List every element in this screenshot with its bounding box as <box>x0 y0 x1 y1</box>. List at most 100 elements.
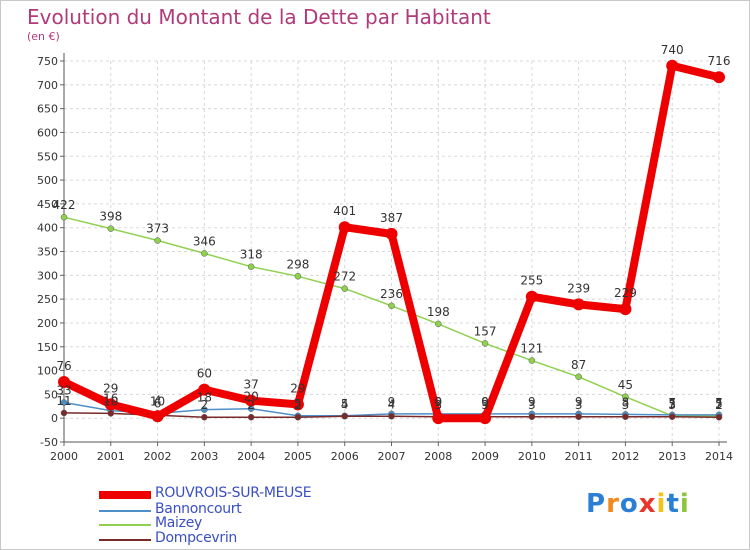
data-point <box>342 286 348 292</box>
logo-letter: x <box>639 489 657 519</box>
x-tick-label: 2010 <box>518 450 546 463</box>
data-point <box>108 410 114 416</box>
y-tick-label: 300 <box>37 269 58 282</box>
y-tick-label: -50 <box>40 436 58 449</box>
x-tick-label: 2012 <box>611 450 639 463</box>
y-tick-label: 500 <box>37 174 58 187</box>
data-point <box>295 273 301 279</box>
data-point <box>479 412 491 424</box>
data-point <box>716 414 722 420</box>
y-tick-label: 400 <box>37 222 58 235</box>
y-tick-label: 750 <box>37 55 58 68</box>
legend-swatch-dompcevrin <box>99 539 151 541</box>
y-tick-label: 600 <box>37 126 58 139</box>
logo-letter: t <box>666 489 679 519</box>
data-point <box>435 321 441 327</box>
data-point <box>529 358 535 364</box>
data-label: 373 <box>146 222 169 236</box>
legend-swatch-maizey <box>99 524 151 526</box>
data-label: 2 <box>715 398 723 412</box>
data-point <box>61 214 67 220</box>
data-point <box>248 414 254 420</box>
x-tick-label: 2006 <box>331 450 359 463</box>
logo-letter: i <box>657 489 667 519</box>
y-tick-label: 550 <box>37 150 58 163</box>
x-tick-label: 2005 <box>284 450 312 463</box>
data-point <box>619 303 631 315</box>
data-label: 346 <box>193 234 216 248</box>
data-point <box>576 414 582 420</box>
data-point <box>108 226 114 232</box>
x-tick-label: 2007 <box>378 450 406 463</box>
data-label: 401 <box>333 204 356 218</box>
data-label: 87 <box>571 358 586 372</box>
data-point <box>386 228 398 240</box>
data-point <box>61 410 67 416</box>
y-tick-label: 650 <box>37 103 58 116</box>
x-tick-label: 2003 <box>190 450 218 463</box>
data-point <box>295 414 301 420</box>
data-point <box>389 413 395 419</box>
data-point <box>669 414 675 420</box>
x-tick-label: 2004 <box>237 450 265 463</box>
data-label: 255 <box>520 274 543 288</box>
data-label: 716 <box>708 54 731 68</box>
legend-swatch-rouvrois <box>99 491 151 499</box>
legend-label-rouvrois: ROUVROIS-SUR-MEUSE <box>155 485 311 501</box>
logo-letter: P <box>586 489 606 519</box>
data-point <box>201 250 207 256</box>
data-point <box>573 298 585 310</box>
data-point <box>529 414 535 420</box>
x-tick-label: 2009 <box>471 450 499 463</box>
data-label: 229 <box>614 286 637 300</box>
data-point <box>526 291 538 303</box>
data-label: 3 <box>575 398 583 412</box>
data-label: 76 <box>56 359 71 373</box>
data-label: 60 <box>197 367 212 381</box>
data-label: 3 <box>622 398 630 412</box>
y-tick-label: 150 <box>37 341 58 354</box>
x-tick-label: 2002 <box>144 450 172 463</box>
data-label: 2 <box>247 398 255 412</box>
chart-frame: Evolution du Montant de la Dette par Hab… <box>0 0 750 550</box>
legend-label-maizey: Maizey <box>155 515 202 531</box>
x-tick-label: 2013 <box>658 450 686 463</box>
data-label: 422 <box>53 198 76 212</box>
data-point <box>339 221 351 233</box>
data-label: 10 <box>103 394 118 408</box>
x-tick-label: 2000 <box>50 450 78 463</box>
data-label: 29 <box>103 381 118 395</box>
proxiti-logo[interactable]: Proxiti <box>586 489 690 519</box>
data-label: 239 <box>567 281 590 295</box>
data-label: 121 <box>520 342 543 356</box>
legend-swatch-bannoncourt <box>99 510 151 512</box>
y-tick-label: 250 <box>37 293 58 306</box>
y-tick-label: 200 <box>37 317 58 330</box>
y-tick-label: 700 <box>37 79 58 92</box>
y-tick-label: 350 <box>37 246 58 259</box>
data-label: 2 <box>294 398 302 412</box>
data-label: 0 <box>434 395 442 409</box>
y-tick-label: 0 <box>51 412 58 425</box>
x-tick-label: 2001 <box>97 450 125 463</box>
data-point <box>389 303 395 309</box>
data-label: 45 <box>618 378 633 392</box>
legend-label-dompcevrin: Dompcevrin <box>155 530 237 546</box>
data-point <box>622 414 628 420</box>
data-label: 398 <box>99 210 122 224</box>
logo-letter: i <box>680 489 690 519</box>
x-tick-label: 2011 <box>565 450 593 463</box>
data-label: 4 <box>341 397 349 411</box>
data-label: 4 <box>388 397 396 411</box>
data-label: 29 <box>290 381 305 395</box>
data-label: 387 <box>380 211 403 225</box>
data-label: 37 <box>244 378 259 392</box>
data-label: 236 <box>380 287 403 301</box>
data-point <box>342 413 348 419</box>
data-point <box>666 60 678 72</box>
data-label: 4 <box>154 393 162 407</box>
data-label: 3 <box>668 398 676 412</box>
data-point <box>713 71 725 83</box>
x-tick-label: 2014 <box>705 450 733 463</box>
data-label: 3 <box>528 398 536 412</box>
